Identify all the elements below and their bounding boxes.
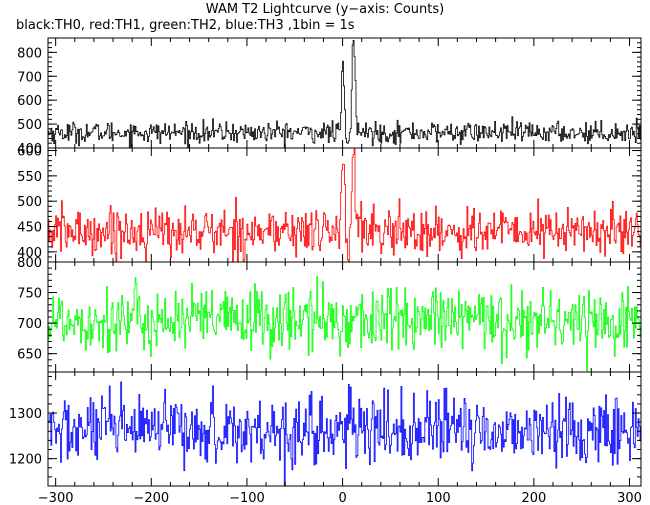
series-line-th0 — [48, 40, 641, 148]
y-tick-label: 600 — [17, 94, 42, 109]
x-tick-label: 200 — [521, 491, 546, 505]
y-tick-label: 650 — [17, 348, 42, 363]
series-line-th1 — [48, 148, 641, 262]
x-tick-label: −100 — [229, 491, 265, 505]
chart-title: WAM T2 Lightcurve (y−axis: Counts) — [205, 2, 445, 17]
x-tick-label: 0 — [338, 491, 346, 505]
panel-frame — [47, 371, 642, 487]
y-tick-label: 1300 — [9, 407, 42, 422]
y-tick-label: 450 — [17, 221, 42, 236]
y-tick-label: 750 — [17, 287, 42, 302]
y-tick-label: 700 — [17, 70, 42, 85]
y-tick-label: 500 — [17, 118, 42, 133]
panel-th2: 650 700 750 800 — [17, 256, 642, 373]
chart-subtitle: black:TH0, red:TH1, green:TH2, blue:TH3 … — [16, 18, 355, 33]
x-tick-label: −200 — [133, 491, 169, 505]
y-tick-label: 550 — [17, 170, 42, 185]
y-tick-label: 600 — [17, 145, 42, 160]
x-axis: −300 −200 −100 0 100 200 300 — [38, 491, 642, 505]
panel-th1: 400 450 500 550 600 — [17, 145, 642, 263]
x-tick-label: −300 — [38, 491, 74, 505]
x-tick-label: 300 — [617, 491, 642, 505]
series-line-th2 — [48, 276, 641, 372]
y-tick-label: 800 — [17, 256, 42, 271]
y-tick-label: 700 — [17, 317, 42, 332]
series-line-th3 — [48, 381, 641, 486]
y-tick-label: 800 — [17, 46, 42, 61]
panel-th0: 400 500 600 700 800 — [17, 37, 642, 157]
y-tick-label: 400 — [17, 142, 42, 157]
x-tick-label: 100 — [426, 491, 451, 505]
panel-th3: 1200 1300 — [9, 371, 642, 487]
y-tick-label: 500 — [17, 195, 42, 210]
y-tick-label: 400 — [17, 246, 42, 261]
chart-panels: 4005006007008004004505005506006507007508… — [9, 37, 642, 487]
y-tick-label: 1200 — [9, 453, 42, 468]
